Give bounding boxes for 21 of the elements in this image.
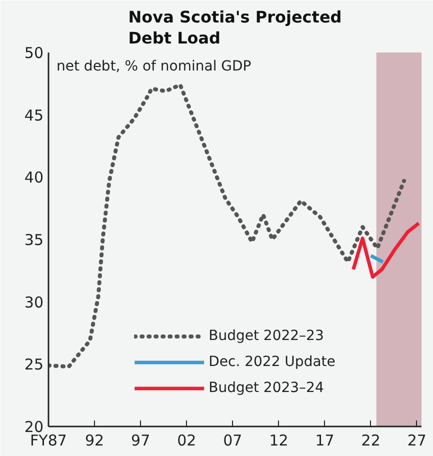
chart-title: Nova Scotia's Projected Debt Load [128,8,342,48]
legend-label: Dec. 2022 Update [208,354,336,370]
x-tick-label: 02 [177,432,196,450]
x-tick-label: 92 [85,432,104,450]
x-tick-label: 27 [407,432,426,450]
y-tick-label: 40 [24,168,44,187]
y-tick-label: 45 [24,106,44,124]
annotation: net debt, % of nominal GDP [56,58,252,74]
y-tick-label: 50 [24,44,44,62]
x-tick-label: 22 [361,432,380,450]
line-series [352,222,420,279]
x-tick-label: 97 [131,432,150,450]
y-tick-label: 30 [24,293,44,312]
y-tick-label: 35 [24,231,44,249]
y-tick-label: 25 [24,356,44,374]
x-tick-label: 12 [269,432,288,450]
x-tick-label: 17 [315,432,334,450]
x-tick-label: 07 [223,432,242,450]
legend-label: Budget 2023–24 [208,380,324,396]
line-series [48,82,406,369]
legend-label: Budget 2022–23 [208,328,324,344]
